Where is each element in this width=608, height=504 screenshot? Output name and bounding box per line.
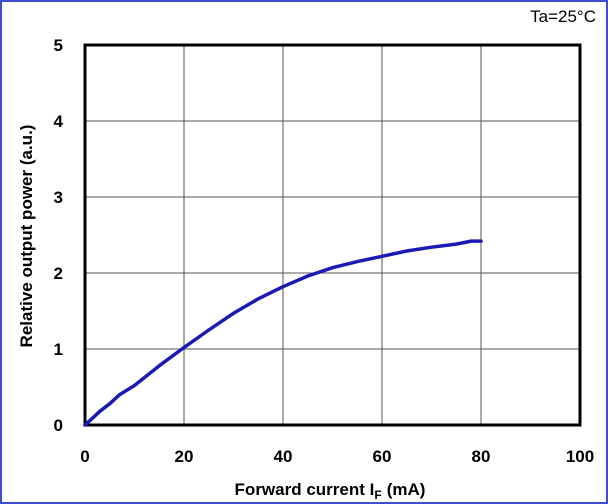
temperature-annotation: Ta=25°C — [530, 7, 596, 26]
y-tick-label: 1 — [54, 340, 63, 359]
x-tick-labels: 0 20 40 60 80 100 — [80, 447, 594, 466]
x-axis-label-subscript: F — [374, 488, 381, 502]
x-tick-label: 80 — [472, 447, 491, 466]
x-tick-label: 60 — [373, 447, 392, 466]
x-axis-label: Forward current IF (mA) — [235, 480, 426, 502]
y-tick-label: 3 — [54, 188, 63, 207]
x-tick-label: 20 — [175, 447, 194, 466]
x-axis-label-symbol: I — [370, 480, 375, 499]
x-tick-label: 0 — [80, 447, 89, 466]
y-tick-label: 4 — [54, 112, 64, 131]
plot-area-border — [83, 43, 582, 427]
y-tick-label: 5 — [54, 36, 63, 55]
y-tick-labels: 0 1 2 3 4 5 — [54, 36, 64, 435]
series-line — [83, 239, 483, 427]
y-axis-label: Relative output power (a.u.) — [17, 125, 36, 348]
y-tick-label: 2 — [54, 264, 63, 283]
y-tick-label: 0 — [54, 416, 63, 435]
x-axis-label-unit: (mA) — [387, 480, 426, 499]
x-tick-label: 40 — [274, 447, 293, 466]
x-axis-label-text: Forward current — [235, 480, 366, 499]
grid-lines — [85, 45, 580, 425]
x-tick-label: 100 — [566, 447, 594, 466]
